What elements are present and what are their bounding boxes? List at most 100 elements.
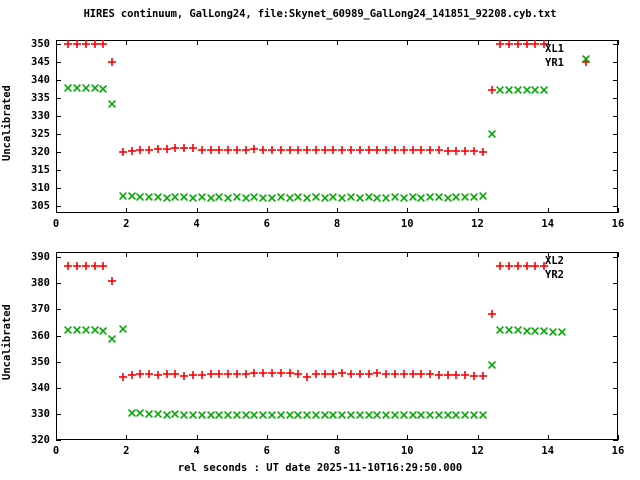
y-tick-label: 320 [31, 434, 50, 446]
y-tick-right [613, 283, 618, 285]
x-tick-label: 14 [541, 218, 555, 230]
x-tick-top [477, 40, 479, 45]
y-tick-left [56, 97, 61, 99]
x-tick-label: 4 [193, 445, 200, 457]
x-tick-label: 12 [471, 218, 484, 230]
x-tick-top [618, 40, 619, 45]
y-tick-left [56, 169, 61, 171]
x-tick-label: 16 [611, 218, 625, 230]
x-tick-label: 2 [123, 218, 130, 230]
y-tick-label: 350 [31, 37, 50, 50]
x-tick-bot [547, 208, 549, 213]
x-tick-top [407, 252, 409, 257]
y-tick-label: 345 [31, 55, 50, 68]
x-tick-top [266, 252, 268, 257]
chart-panel-top: XL1 YR1 [56, 39, 619, 213]
x-tick-bot [337, 435, 338, 440]
x-tick-label: 10 [400, 445, 414, 457]
y-tick-label: 305 [31, 199, 50, 212]
y-tick-label: 380 [31, 277, 50, 290]
y-tick-right [613, 387, 618, 389]
y-tick-right [613, 413, 618, 415]
y-tick-left [56, 61, 61, 63]
x-tick-bot [337, 208, 338, 213]
y-axis-title: Uncalibrated [1, 84, 13, 161]
x-tick-top [618, 252, 619, 257]
y-tick-label: 330 [31, 407, 50, 420]
y-tick-right [613, 79, 618, 81]
y-tick-label: 325 [31, 127, 50, 140]
y-tick-label: 335 [31, 91, 50, 104]
y-tick-left [56, 151, 61, 153]
legend-label: YR1 [545, 57, 564, 69]
x-tick-bot [266, 435, 268, 440]
y-tick-left [56, 43, 61, 45]
x-tick-bot [196, 208, 198, 213]
x-tick-bot [547, 435, 549, 440]
y-tick-right [613, 43, 618, 45]
x-tick-top [547, 40, 549, 45]
x-tick-bot [407, 435, 409, 440]
x-tick-top [477, 252, 479, 257]
chart-panel-bottom: XL2 YR2 [56, 252, 619, 441]
x-tick-bot [56, 208, 57, 213]
x-tick-top [56, 40, 57, 45]
y-tick-left [56, 115, 61, 117]
y-tick-label: 350 [31, 355, 50, 368]
y-tick-label: 315 [31, 163, 50, 176]
y-tick-label: 370 [31, 303, 50, 316]
y-tick-right [613, 169, 618, 171]
x-tick-top [547, 252, 549, 257]
x-tick-label: 6 [263, 445, 270, 457]
y-tick-left [56, 79, 61, 81]
y-tick-right [613, 133, 618, 135]
y-tick-right [613, 309, 618, 311]
legend-label: XL1 [545, 43, 564, 55]
y-tick-label: 310 [31, 181, 50, 194]
y-tick-left [56, 283, 61, 285]
plot-frame-top [56, 40, 618, 213]
y-tick-left [56, 257, 61, 259]
x-tick-top [196, 252, 198, 257]
y-tick-right [613, 361, 618, 363]
x-tick-top [337, 252, 338, 257]
x-tick-bot [477, 435, 479, 440]
x-tick-label: 8 [333, 445, 341, 457]
x-tick-label: 0 [52, 218, 60, 230]
y-tick-right [613, 335, 618, 337]
y-tick-label: 340 [31, 73, 50, 86]
x-tick-top [266, 40, 268, 45]
page-title: HIRES continuum, GalLong24, file:Skynet_… [83, 8, 557, 20]
x-tick-bot [477, 208, 479, 213]
y-tick-left [56, 133, 61, 135]
y-tick-left [56, 413, 61, 415]
x-tick-top [56, 252, 57, 257]
x-tick-label: 12 [471, 445, 484, 457]
x-tick-label: 0 [52, 445, 60, 457]
y-tick-left [56, 387, 61, 389]
y-tick-right [613, 115, 618, 117]
x-tick-label: 10 [400, 218, 414, 230]
y-tick-left [56, 187, 61, 189]
x-axis-title: rel seconds : UT date 2025-11-10T16:29:5… [177, 462, 463, 474]
y-tick-label: 390 [31, 251, 50, 264]
x-tick-label: 8 [333, 218, 341, 230]
y-tick-right [613, 97, 618, 99]
y-tick-left [56, 440, 61, 441]
x-tick-label: 14 [541, 445, 555, 457]
y-tick-right [613, 440, 618, 441]
x-tick-label: 16 [611, 445, 625, 457]
y-tick-right [613, 151, 618, 153]
y-tick-right [613, 257, 618, 259]
y-tick-right [613, 61, 618, 63]
y-tick-left [56, 335, 61, 337]
y-tick-left [56, 361, 61, 363]
plot-frame-bottom [56, 252, 618, 440]
y-tick-label: 320 [31, 145, 50, 158]
x-tick-top [126, 252, 128, 257]
y-tick-left [56, 309, 61, 311]
x-tick-bot [126, 208, 128, 213]
legend-label: YR2 [545, 269, 564, 281]
y-tick-label: 340 [31, 381, 50, 394]
